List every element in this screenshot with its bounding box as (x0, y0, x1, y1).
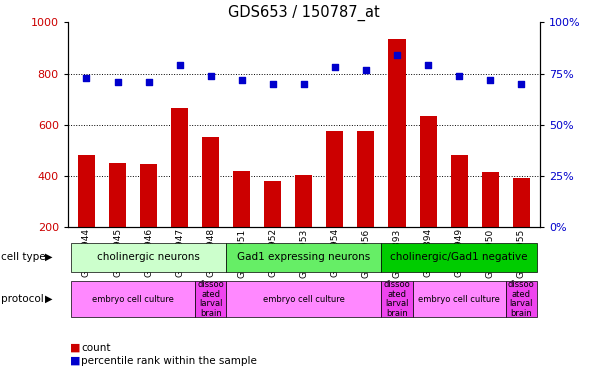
Text: embryo cell culture: embryo cell culture (418, 295, 500, 304)
Point (330, 64, 340, 70)
Text: cell type: cell type (1, 252, 46, 262)
Bar (202, 138, 219, 278)
Point (424, 62, 433, 68)
Bar (171, 108, 188, 278)
Bar (388, 39, 405, 278)
Point (454, 73, 464, 79)
Text: ▶: ▶ (45, 252, 52, 262)
Text: embryo cell culture: embryo cell culture (263, 295, 345, 304)
Point (237, 77, 247, 83)
Text: ▶: ▶ (45, 294, 52, 304)
Point (175, 62, 184, 68)
Text: cholinergic/Gad1 negative: cholinergic/Gad1 negative (391, 252, 528, 262)
Text: cholinergic neurons: cholinergic neurons (97, 252, 200, 262)
Text: Gad1 expressing neurons: Gad1 expressing neurons (237, 252, 371, 262)
Text: protocol: protocol (1, 294, 44, 304)
Text: dissoo
ated
larval
brain: dissoo ated larval brain (508, 280, 535, 318)
Point (392, 52, 402, 58)
Text: ■: ■ (70, 343, 80, 353)
Point (361, 66, 371, 72)
Text: ■: ■ (70, 356, 80, 366)
Point (144, 79, 153, 85)
Title: GDS653 / 150787_at: GDS653 / 150787_at (228, 5, 380, 21)
Point (82, 75, 91, 81)
Bar (140, 164, 157, 278)
Bar (264, 181, 281, 278)
Bar (419, 116, 437, 278)
Point (516, 81, 526, 87)
Point (486, 77, 495, 83)
Bar (78, 155, 95, 278)
Text: percentile rank within the sample: percentile rank within the sample (81, 356, 257, 366)
Bar (481, 172, 499, 278)
Bar (513, 178, 530, 278)
Text: count: count (81, 343, 111, 353)
Bar (296, 174, 312, 278)
Bar (358, 131, 375, 278)
Bar (233, 171, 250, 278)
Point (299, 81, 309, 87)
Text: dissoo
ated
larval
brain: dissoo ated larval brain (197, 280, 224, 318)
Bar (109, 163, 126, 278)
Point (113, 79, 122, 85)
Text: dissoo
ated
larval
brain: dissoo ated larval brain (384, 280, 411, 318)
Text: embryo cell culture: embryo cell culture (92, 295, 174, 304)
Point (206, 73, 215, 79)
Bar (451, 155, 468, 278)
Point (268, 81, 277, 87)
Bar (326, 131, 343, 278)
